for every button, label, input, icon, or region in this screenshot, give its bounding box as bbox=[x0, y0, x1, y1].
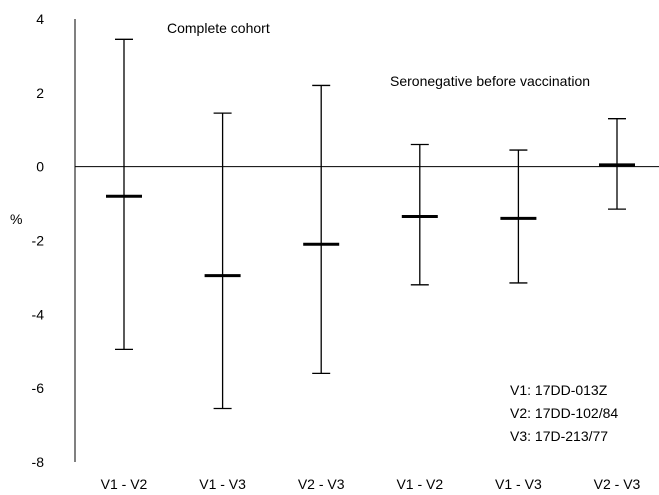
legend-line-v3: V3: 17D-213/77 bbox=[510, 428, 608, 444]
group-label-seronegative: Seronegative before vaccination bbox=[390, 73, 590, 89]
x-tick-label: V2 - V3 bbox=[298, 476, 345, 492]
y-tick-label: 0 bbox=[36, 159, 44, 175]
error-bars bbox=[106, 38, 635, 410]
y-tick-label: -8 bbox=[32, 454, 45, 470]
error-bar bbox=[106, 38, 142, 351]
y-axis-label: % bbox=[10, 211, 22, 227]
error-bar bbox=[401, 143, 438, 286]
axes bbox=[74, 19, 659, 462]
error-bar bbox=[599, 118, 635, 210]
group-label-complete-cohort: Complete cohort bbox=[167, 20, 270, 36]
x-tick-label: V1 - V2 bbox=[101, 476, 148, 492]
x-tick-label: V2 - V3 bbox=[594, 476, 641, 492]
x-tick-label: V1 - V2 bbox=[396, 476, 443, 492]
y-tick-label: 4 bbox=[36, 11, 44, 27]
legend-line-v2: V2: 17DD-102/84 bbox=[510, 405, 618, 421]
legend: V1: 17DD-013Z V2: 17DD-102/84 V3: 17D-21… bbox=[510, 382, 618, 444]
x-tick-label: V1 - V3 bbox=[199, 476, 246, 492]
error-bar bbox=[204, 112, 241, 410]
x-tick-labels: V1 - V2 V1 - V3 V2 - V3 V1 - V2 V1 - V3 V2 - … bbox=[101, 476, 641, 492]
y-tick-label: -6 bbox=[32, 380, 45, 396]
legend-line-v1: V1: 17DD-013Z bbox=[510, 382, 608, 398]
y-tick-label: -4 bbox=[32, 306, 45, 322]
error-bar bbox=[500, 149, 537, 284]
y-tick-label: -2 bbox=[32, 233, 45, 249]
x-tick-label: V1 - V3 bbox=[495, 476, 542, 492]
error-bar bbox=[303, 84, 340, 375]
y-tick-label: 2 bbox=[36, 85, 44, 101]
y-tick-labels: 4 2 0 -2 -4 -6 -8 bbox=[32, 11, 45, 470]
